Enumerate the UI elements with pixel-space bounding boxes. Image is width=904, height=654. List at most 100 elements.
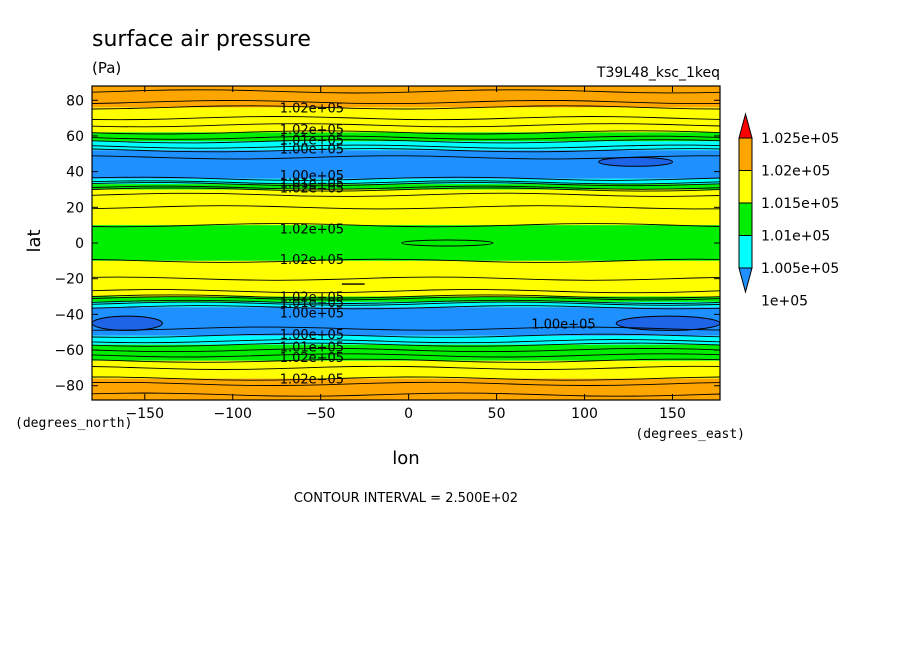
contour-line-26 [92, 305, 720, 310]
chart-units: (Pa) [92, 59, 121, 77]
contour-line-19 [92, 258, 720, 263]
low-cell-1 [92, 315, 163, 331]
contour-label-1: 1.02e+05 [280, 123, 344, 138]
contour-label-9: 1.02e+05 [280, 291, 344, 306]
x-axis-ticks: −150 −100 −50 0 50 100 150 [126, 86, 686, 422]
legend-swatch-bottom [738, 267, 753, 294]
band-14 [92, 344, 720, 361]
legend-swatch-3 [738, 235, 753, 269]
contour-lines [92, 89, 720, 397]
y-tick-label-1: −60 [54, 343, 84, 359]
band-15 [92, 360, 720, 379]
contour-line-35 [92, 376, 720, 381]
contour-label-4: 1.00e+05 [280, 169, 344, 184]
contour-label-14: 1.02e+05 [280, 351, 344, 366]
contour-label-10: 1.01e+05 [280, 296, 344, 311]
contour-labels: 1.02e+051.02e+051.01e+051.00e+051.00e+05… [280, 101, 596, 387]
contour-line-34 [92, 365, 720, 370]
x-tick-label-1: −100 [214, 406, 252, 422]
contour-line-21 [92, 289, 720, 294]
band-8 [92, 225, 720, 261]
legend-label-2: 1.015e+05 [761, 196, 839, 212]
contour-line-4 [92, 123, 720, 128]
contour-label-16: 1.00e+05 [531, 317, 595, 332]
legend-swatch-0 [738, 137, 753, 171]
contour-line-15 [92, 187, 720, 192]
legend-label-4: 1.005e+05 [761, 261, 839, 277]
contour-line-25 [92, 301, 720, 306]
low-cell-2 [615, 315, 720, 331]
x-tick-label-4: 50 [488, 406, 506, 422]
contour-label-8: 1.02e+05 [280, 253, 344, 268]
contour-line-30 [92, 342, 720, 347]
y-tick-label-4: 0 [75, 236, 84, 252]
band-12 [92, 307, 720, 336]
contour-line-29 [92, 339, 720, 344]
contour-line-22 [92, 294, 720, 299]
contour-line-2 [92, 105, 720, 110]
band-0 [92, 86, 720, 108]
band-13 [92, 335, 720, 345]
contour-label-11: 1.00e+05 [280, 307, 344, 322]
contour-equator-cell [401, 239, 494, 247]
contour-line-18 [92, 223, 720, 228]
x-tick-label-6: 150 [659, 406, 686, 422]
legend-label-1: 1.02e+05 [761, 164, 830, 180]
contour-line-14 [92, 185, 720, 190]
contour-label-3: 1.00e+05 [280, 142, 344, 157]
contour-line-8 [92, 144, 720, 149]
y-tick-label-5: 20 [66, 200, 84, 216]
y-axis-label: lat [24, 229, 45, 252]
contour-line-24 [92, 299, 720, 304]
legend-swatch-2 [738, 202, 753, 236]
contour-interval-text: CONTOUR INTERVAL = 2.500E+02 [294, 491, 518, 506]
band-10 [92, 296, 720, 302]
contour-line-11 [92, 176, 720, 181]
contour-label-13: 1.01e+05 [280, 340, 344, 355]
contour-line-33 [92, 358, 720, 363]
band-2 [92, 132, 720, 142]
contour-line-7 [92, 139, 720, 144]
chart-title: surface air pressure [92, 27, 311, 52]
contour-label-2: 1.01e+05 [280, 134, 344, 149]
band-6 [92, 184, 720, 190]
contour-line-20 [92, 276, 720, 281]
legend-label-3: 1.01e+05 [761, 229, 830, 245]
y-tick-label-0: −80 [54, 379, 84, 395]
x-unit-label: (degrees_east) [635, 427, 745, 442]
contour-line-31 [92, 347, 720, 353]
band-16 [92, 378, 720, 400]
legend-label-0: 1.025e+05 [761, 131, 839, 147]
plot-area: 1.02e+051.02e+051.01e+051.00e+051.00e+05… [92, 86, 720, 400]
x-tick-label-3: 0 [404, 406, 413, 422]
contour-line-1 [92, 100, 720, 105]
contour-label-12: 1.00e+05 [280, 328, 344, 343]
y-unit-label: (degrees_north) [15, 416, 132, 431]
contour-label-0: 1.02e+05 [280, 101, 344, 116]
run-label: T39L48_ksc_1keq [596, 65, 720, 81]
contour-label-7: 1.02e+05 [280, 223, 344, 238]
contour-line-0 [92, 89, 720, 94]
contour-label-15: 1.02e+05 [280, 373, 344, 388]
y-tick-label-8: 80 [66, 93, 84, 109]
y-tick-label-6: 40 [66, 165, 84, 181]
y-tick-label-7: 60 [66, 129, 84, 145]
y-tick-label-3: −20 [54, 272, 84, 288]
contour-line-36 [92, 381, 720, 386]
contour-line-16 [92, 192, 720, 197]
legend-label-5: 1e+05 [761, 294, 808, 310]
contour-line-10 [92, 155, 720, 160]
contour-line-3 [92, 116, 720, 121]
x-tick-label-5: 100 [571, 406, 598, 422]
color-legend: 1.025e+05 1.02e+05 1.015e+05 1.01e+05 1.005e… [738, 112, 839, 310]
contour-label-6: 1.02e+05 [280, 182, 344, 197]
contour-line-17 [92, 205, 720, 210]
contour-line-5 [92, 130, 720, 135]
legend-swatch-1 [738, 170, 753, 204]
low-cell-0 [598, 156, 674, 167]
color-bands [92, 86, 720, 400]
legend-swatch-top [738, 112, 753, 139]
x-tick-label-2: −50 [306, 406, 336, 422]
contour-line-12 [92, 180, 720, 185]
